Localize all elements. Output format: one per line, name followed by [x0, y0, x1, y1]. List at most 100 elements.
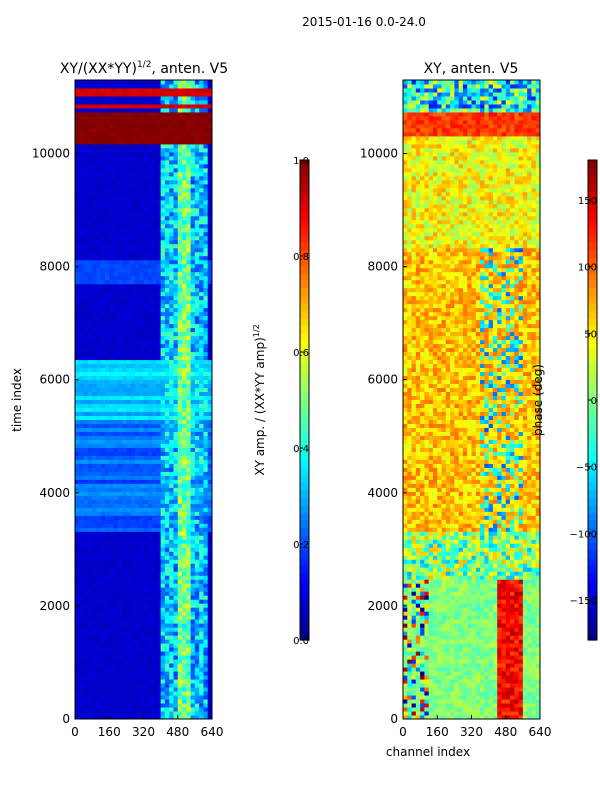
amp-heatmap-cell — [160, 459, 166, 464]
amp-heatmap-cell — [160, 179, 166, 185]
amp-heatmap-cell — [130, 515, 136, 520]
amp-heatmap-cell — [87, 283, 93, 289]
amp-heatmap-cell — [182, 487, 187, 492]
amp-heatmap-cell — [79, 651, 85, 656]
amp-heatmap-cell — [190, 191, 196, 197]
amp-heatmap-cell — [194, 523, 200, 528]
amp-heatmap-cell — [75, 343, 80, 349]
amp-heatmap-cell — [92, 255, 97, 261]
amp-heatmap-cell — [186, 515, 192, 520]
amp-heatmap-cell — [147, 511, 153, 516]
amp-heatmap-cell — [75, 715, 80, 720]
amp-heatmap-cell — [199, 307, 204, 313]
amp-heatmap-cell — [160, 431, 166, 436]
amp-heatmap-cell — [177, 123, 183, 129]
amp-heatmap-cell — [126, 383, 132, 389]
amp-heatmap-cell — [207, 363, 213, 369]
amp-heatmap-cell — [75, 307, 80, 313]
amp-heatmap-cell — [87, 471, 93, 476]
amp-heatmap-cell — [152, 619, 157, 624]
amp-heatmap-cell — [100, 679, 106, 684]
amp-heatmap-cell — [160, 231, 166, 237]
amp-heatmap-cell — [117, 607, 123, 612]
amp-heatmap-cell — [134, 623, 140, 628]
amp-heatmap-cell — [117, 667, 123, 672]
amp-heatmap-cell — [147, 231, 153, 237]
amp-heatmap-cell — [190, 111, 196, 117]
amp-heatmap-cell — [100, 159, 106, 165]
amp-heatmap-cell — [109, 715, 115, 720]
amp-heatmap-cell — [152, 107, 157, 113]
amp-heatmap-cell — [186, 255, 192, 261]
amp-heatmap-cell — [126, 379, 132, 385]
amp-heatmap-cell — [117, 215, 123, 221]
amp-heatmap-cell — [186, 615, 192, 620]
amp-heatmap-cell — [122, 655, 127, 660]
amp-heatmap-cell — [113, 519, 119, 524]
amp-heatmap-cell — [122, 339, 127, 345]
amp-heatmap-cell — [143, 383, 149, 389]
amp-heatmap-cell — [117, 155, 123, 161]
amp-heatmap-cell — [134, 351, 140, 357]
amp-heatmap-cell — [113, 419, 119, 424]
amp-heatmap-cell — [190, 155, 196, 161]
amp-heatmap-cell — [147, 647, 153, 652]
amp-heatmap-cell — [122, 523, 127, 528]
amp-heatmap-cell — [160, 315, 166, 321]
amp-heatmap-cell — [139, 691, 144, 696]
amp-heatmap-cell — [173, 207, 179, 213]
amp-heatmap-cell — [109, 471, 115, 476]
amp-heatmap-cell — [203, 319, 209, 325]
amp-heatmap-cell — [160, 683, 166, 688]
amp-heatmap-cell — [139, 551, 144, 556]
amp-heatmap-cell — [152, 351, 157, 357]
amp-heatmap-cell — [203, 391, 209, 397]
amp-heatmap-cell — [199, 235, 204, 241]
amp-heatmap-cell — [203, 127, 209, 133]
amp-heatmap[interactable] — [75, 80, 213, 720]
amp-heatmap-cell — [83, 575, 89, 580]
amp-heatmap-cell — [164, 711, 170, 716]
amp-heatmap-cell — [92, 451, 97, 456]
amp-heatmap-cell — [96, 427, 102, 432]
amp-heatmap-cell — [152, 115, 157, 121]
amp-heatmap-cell — [147, 523, 153, 528]
amp-heatmap-cell — [75, 591, 80, 596]
amp-heatmap-cell — [160, 375, 166, 381]
amp-heatmap-cell — [203, 471, 209, 476]
amp-heatmap-cell — [160, 247, 166, 253]
amp-heatmap-cell — [169, 403, 174, 408]
amp-heatmap-cell — [156, 411, 162, 416]
amp-heatmap-cell — [147, 527, 153, 532]
amp-heatmap-cell — [169, 367, 174, 373]
amp-heatmap-cell — [117, 331, 123, 337]
amp-heatmap-cell — [139, 375, 144, 381]
amp-heatmap-cell — [87, 247, 93, 253]
amp-heatmap-cell — [87, 503, 93, 508]
amp-heatmap-cell — [182, 479, 187, 484]
amp-heatmap-cell — [186, 607, 192, 612]
amp-heatmap-cell — [182, 211, 187, 217]
amp-heatmap-cell — [96, 419, 102, 424]
amp-heatmap-cell — [190, 563, 196, 568]
amp-heatmap-cell — [147, 163, 153, 169]
amp-heatmap-cell — [139, 535, 144, 540]
amp-heatmap-cell — [113, 707, 119, 712]
amp-heatmap-cell — [160, 707, 166, 712]
amp-heatmap-cell — [109, 483, 115, 488]
amp-heatmap-cell — [190, 171, 196, 177]
amp-heatmap-cell — [182, 115, 187, 121]
amp-heatmap-cell — [87, 203, 93, 209]
amp-heatmap-cell — [113, 539, 119, 544]
amp-heatmap-cell — [92, 639, 97, 644]
amp-heatmap-cell — [147, 467, 153, 472]
amp-heatmap-cell — [92, 319, 97, 325]
amp-heatmap-cell — [126, 315, 132, 321]
amp-heatmap-cell — [117, 519, 123, 524]
amp-heatmap-cell — [199, 207, 204, 213]
amp-heatmap-cell — [79, 655, 85, 660]
amp-heatmap-cell — [122, 559, 127, 564]
amp-heatmap-cell — [100, 363, 106, 369]
amp-heatmap-cell — [207, 611, 213, 616]
amp-heatmap-cell — [139, 511, 144, 516]
